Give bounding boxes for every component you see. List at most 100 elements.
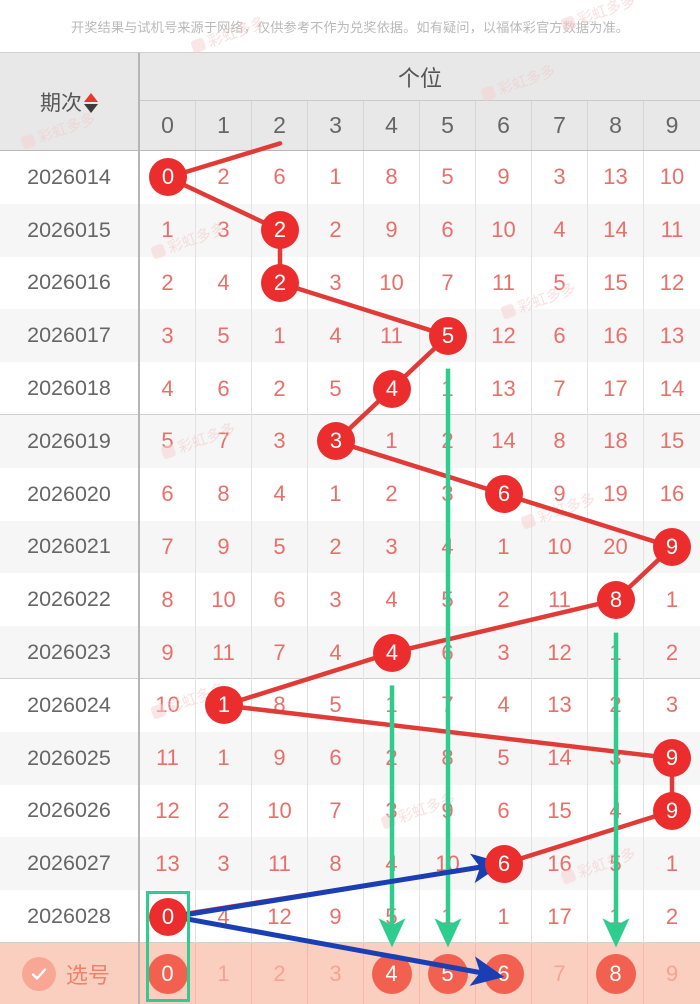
miss-count-cell: 3 (196, 203, 252, 257)
table-row[interactable]: 2026022 8 10 6 3 4 5 2 11 1 (0, 573, 700, 627)
miss-count-cell: 14 (532, 731, 588, 785)
miss-count-cell: 8 (308, 837, 364, 891)
miss-count-cell: 9 (532, 467, 588, 521)
table-row[interactable]: 2026016 2 4 3 10 7 11 5 15 12 (0, 256, 700, 310)
pick-cell-1[interactable]: 1 (196, 943, 252, 1004)
hit-marker[interactable]: 6 (485, 475, 523, 514)
pick-cell-label: 6 (497, 960, 510, 986)
triangle-down-icon[interactable] (84, 103, 98, 113)
miss-count-cell: 2 (140, 256, 196, 310)
column-header-3[interactable]: 3 (308, 101, 364, 150)
miss-count-cell: 14 (476, 415, 532, 468)
selected-column-highlight-box[interactable] (146, 890, 190, 1003)
miss-count-cell: 3 (532, 151, 588, 204)
hit-marker[interactable]: 5 (429, 316, 467, 355)
hit-marker[interactable]: 9 (653, 528, 691, 566)
miss-count-cell: 17 (588, 362, 644, 415)
miss-count-cell: 20 (588, 520, 644, 574)
pick-cell-5[interactable]: 5 (420, 943, 476, 1004)
pick-row-label[interactable]: 选号 (0, 943, 140, 1004)
miss-count-cell: 4 (308, 309, 364, 363)
check-circle-icon[interactable] (22, 956, 56, 991)
table-row[interactable]: 2026014 2 6 1 8 5 9 3 13 10 (0, 151, 700, 204)
period-cell: 2026022 (0, 573, 140, 627)
miss-count-cell: 9 (196, 520, 252, 574)
miss-count-cell: 3 (665, 692, 679, 718)
miss-count-cell: 6 (252, 151, 308, 204)
pick-cell-2[interactable]: 2 (252, 943, 308, 1004)
hit-marker[interactable]: 4 (373, 633, 411, 672)
hit-marker[interactable]: 9 (653, 739, 691, 778)
row-cells: 13 3 11 8 4 10 16 5 1 (140, 837, 700, 891)
pick-cell-7[interactable]: 7 (532, 943, 588, 1004)
hit-marker[interactable]: 9 (653, 792, 691, 830)
miss-count-cell: 7 (196, 415, 252, 468)
miss-count-cell: 10 (364, 256, 420, 310)
miss-count-cell: 10 (420, 837, 476, 891)
table-row[interactable]: 2026028 4 12 9 5 1 1 17 1 2 (0, 890, 700, 943)
column-header-5[interactable]: 5 (420, 101, 476, 150)
row-cells: 7 9 5 2 3 4 1 10 20 (140, 520, 700, 574)
miss-count-cell: 11 (660, 217, 684, 243)
miss-count-cell: 9 (364, 203, 420, 257)
sort-control[interactable] (84, 92, 98, 113)
table-row[interactable]: 2026020 6 8 4 1 2 3 9 19 16 (0, 467, 700, 521)
miss-count-cell: 2 (308, 203, 364, 257)
period-cell: 2026026 (0, 784, 140, 838)
table-row[interactable]: 2026015 1 3 2 9 6 10 4 14 11 (0, 203, 700, 257)
column-header-0[interactable]: 0 (140, 101, 196, 150)
column-header-8[interactable]: 8 (588, 101, 644, 150)
table-row[interactable]: 2026017 3 5 1 4 11 12 6 16 13 (0, 309, 700, 363)
column-header-4[interactable]: 4 (364, 101, 420, 150)
miss-count-cell: 15 (659, 428, 685, 454)
table-row[interactable]: 2026021 7 9 5 2 3 4 1 10 20 (0, 520, 700, 574)
hit-marker[interactable]: 2 (261, 264, 299, 302)
row-cells: 2 4 3 10 7 11 5 15 12 (140, 256, 700, 310)
miss-count-cell: 4 (476, 679, 532, 732)
miss-count-cell: 4 (196, 256, 252, 310)
miss-count-cell: 16 (588, 309, 644, 363)
column-header-9[interactable]: 9 (665, 112, 679, 138)
miss-count-cell: 5 (308, 362, 364, 415)
hit-marker[interactable]: 8 (597, 580, 635, 619)
miss-count-cell: 1 (476, 520, 532, 574)
column-header-6[interactable]: 6 (476, 101, 532, 150)
table-row[interactable]: 2026026 12 2 10 7 3 9 6 15 4 (0, 784, 700, 838)
miss-count-cell: 14 (659, 375, 685, 401)
hit-marker[interactable]: 6 (485, 844, 523, 883)
hit-marker[interactable]: 2 (261, 211, 299, 250)
table-row[interactable]: 2026023 9 11 7 4 6 3 12 1 2 (0, 626, 700, 679)
pick-cell-4[interactable]: 4 (364, 943, 420, 1004)
miss-count-cell: 1 (364, 415, 420, 468)
miss-count-cell: 7 (532, 362, 588, 415)
pick-cell-9[interactable]: 9 (644, 943, 700, 1004)
table-row[interactable]: 2026025 11 1 9 6 2 8 5 14 3 (0, 731, 700, 785)
column-header-1[interactable]: 1 (196, 101, 252, 150)
column-header-2[interactable]: 2 (252, 101, 308, 150)
table-row[interactable]: 2026018 4 6 2 5 1 13 7 17 14 (0, 362, 700, 415)
miss-count-cell: 12 (532, 626, 588, 679)
miss-count-cell: 2 (252, 362, 308, 415)
period-cell: 2026019 (0, 415, 140, 468)
column-header-7[interactable]: 7 (532, 101, 588, 150)
pick-cell-8[interactable]: 8 (588, 943, 644, 1004)
row-cells: 4 12 9 5 1 1 17 1 2 (140, 890, 700, 943)
table-row[interactable]: 2026024 10 8 5 1 7 4 13 2 3 (0, 679, 700, 732)
pick-cell-label: 1 (217, 960, 230, 986)
period-cell: 2026021 (0, 520, 140, 574)
miss-count-cell: 11 (140, 731, 196, 785)
miss-count-cell: 2 (665, 639, 679, 665)
triangle-up-icon[interactable] (84, 92, 98, 102)
pick-cell-6[interactable]: 6 (476, 943, 532, 1004)
pick-cell-3[interactable]: 3 (308, 943, 364, 1004)
hit-marker[interactable]: 4 (373, 369, 411, 408)
miss-count-cell: 10 (252, 784, 308, 838)
miss-count-cell: 1 (364, 679, 420, 732)
miss-count-cell: 19 (588, 467, 644, 521)
table-row[interactable]: 2026027 13 3 11 8 4 10 16 5 1 (0, 837, 700, 891)
miss-count-cell: 3 (420, 467, 476, 521)
period-column-header[interactable]: 期次 (0, 53, 140, 150)
period-cell: 2026016 (0, 256, 140, 310)
period-cell: 2026020 (0, 467, 140, 521)
